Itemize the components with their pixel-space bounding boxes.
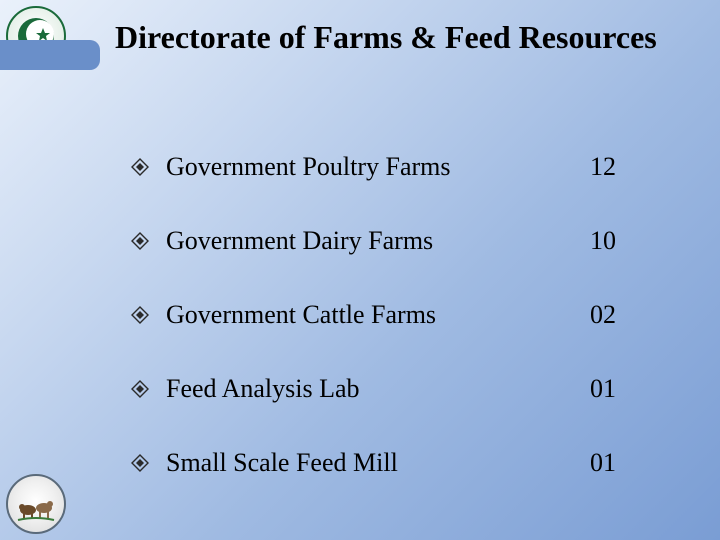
list-item: Small Scale Feed Mill 01 [130, 426, 650, 500]
items-list: Government Poultry Farms 12 Government D… [130, 130, 650, 500]
item-value: 10 [590, 226, 650, 256]
diamond-bullet-icon [130, 305, 150, 325]
list-item: Feed Analysis Lab 01 [130, 352, 650, 426]
org-logo-bottom [6, 474, 66, 534]
item-value: 01 [590, 374, 650, 404]
diamond-bullet-icon [130, 231, 150, 251]
item-label: Government Dairy Farms [166, 226, 590, 256]
list-item: Government Dairy Farms 10 [130, 204, 650, 278]
page-title: Directorate of Farms & Feed Resources [115, 18, 675, 56]
item-value: 12 [590, 152, 650, 182]
item-label: Government Poultry Farms [166, 152, 590, 182]
item-label: Government Cattle Farms [166, 300, 590, 330]
item-label: Small Scale Feed Mill [166, 448, 590, 478]
title-tab-decoration [0, 40, 100, 70]
list-item: Government Poultry Farms 12 [130, 130, 650, 204]
diamond-bullet-icon [130, 453, 150, 473]
livestock-icon [14, 482, 58, 526]
item-label: Feed Analysis Lab [166, 374, 590, 404]
diamond-bullet-icon [130, 157, 150, 177]
list-item: Government Cattle Farms 02 [130, 278, 650, 352]
item-value: 02 [590, 300, 650, 330]
item-value: 01 [590, 448, 650, 478]
diamond-bullet-icon [130, 379, 150, 399]
